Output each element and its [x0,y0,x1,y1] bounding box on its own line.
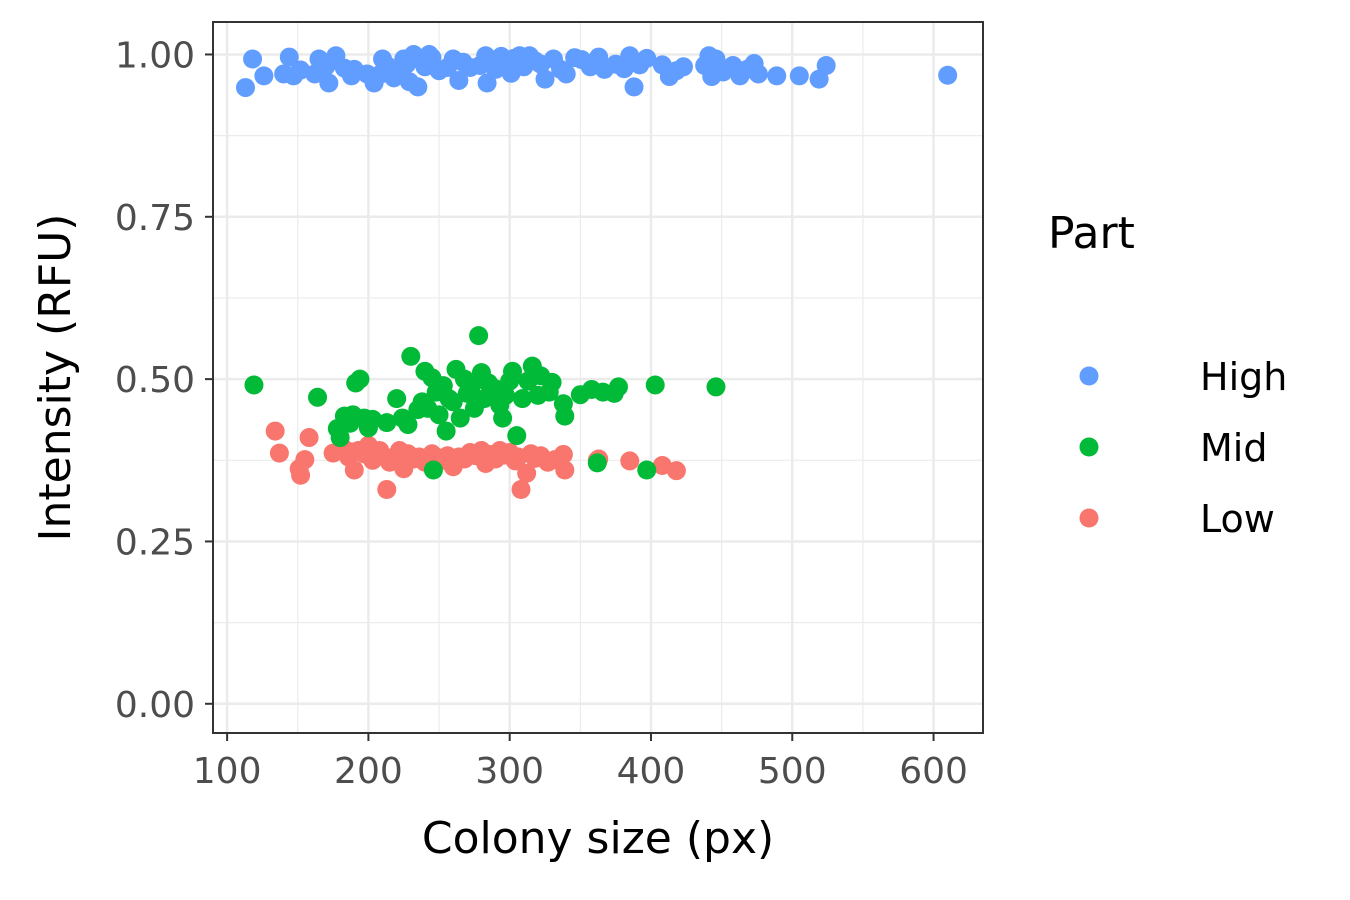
data-point-mid [469,326,489,346]
y-tick-label: 0.50 [115,360,195,401]
data-point-mid [637,460,657,480]
data-point-high [477,73,497,93]
data-point-high [556,64,576,84]
y-axis-ticks: 0.00 0.25 0.50 0.75 1.00 [115,35,213,726]
data-point-mid [450,408,470,428]
x-tick-label: 300 [475,751,544,792]
data-point-low [555,460,575,480]
data-point-high [938,65,958,85]
y-axis-title: Intensity (RFU) [30,214,81,542]
data-point-low [666,461,686,481]
legend-label-low: Low [1200,497,1275,541]
data-point-mid [555,406,575,426]
x-tick-label: 200 [334,751,403,792]
data-point-low [344,460,364,480]
data-point-high [767,66,787,86]
data-point-high [279,47,299,67]
data-point-high [637,48,657,68]
data-point-mid [645,375,665,395]
data-point-mid [330,428,350,448]
legend-label-mid: Mid [1200,426,1267,470]
data-point-high [748,64,768,84]
data-point-low [517,463,537,483]
data-point-low [553,444,573,464]
data-point-low [377,480,397,500]
data-point-mid [587,453,607,473]
data-point-high [535,69,555,89]
data-point-mid [608,377,628,397]
data-point-mid [387,389,407,409]
y-tick-label: 0.00 [115,685,195,726]
legend-key-mid [1079,437,1099,457]
data-point-low [299,428,319,448]
data-point-mid [244,375,264,395]
plot-panel-border [212,21,984,734]
data-point-mid [462,376,482,396]
data-point-mid [507,426,527,446]
data-point-low [291,465,311,485]
y-tick-label: 0.25 [115,522,195,563]
data-point-mid [398,415,418,435]
data-point-mid [423,460,443,480]
data-point-mid [436,421,456,441]
data-point-mid [495,385,515,405]
data-point-mid [443,392,463,412]
data-point-high [816,56,836,76]
data-point-mid [542,372,562,392]
data-point-low [620,451,640,471]
x-tick-label: 500 [758,751,827,792]
x-tick-label: 100 [193,751,262,792]
data-point-low [511,480,531,500]
data-point-high [235,78,255,98]
data-point-high [624,77,644,97]
data-point-low [265,421,285,441]
data-point-low [295,450,315,470]
data-point-high [408,77,428,97]
data-point-high [404,44,424,64]
data-point-low [269,443,289,463]
data-point-mid [401,346,421,366]
x-axis-ticks: 100 200 300 400 500 600 [193,733,968,792]
data-point-high [254,66,274,86]
data-point-high [789,66,809,86]
legend-key-low [1079,508,1099,528]
data-point-high [319,73,339,93]
data-point-mid [503,361,523,381]
data-point-mid [308,387,328,407]
legend-label-high: High [1200,355,1287,399]
x-axis-title: Colony size (px) [422,813,774,864]
data-point-mid [377,413,397,433]
y-tick-label: 1.00 [115,35,195,76]
data-point-mid [512,389,532,409]
data-point-high [243,49,263,69]
y-tick-label: 0.75 [115,198,195,239]
data-point-mid [706,377,726,397]
x-tick-label: 400 [617,751,686,792]
legend: Part High Mid Low [1048,208,1287,541]
legend-key-high [1079,366,1099,386]
data-point-high [673,57,693,77]
data-point-mid [429,405,449,425]
legend-title: Part [1048,208,1135,259]
data-point-high [449,70,469,90]
data-point-mid [493,408,513,428]
data-point-mid [350,369,370,389]
x-tick-label: 600 [899,751,968,792]
data-points [235,44,958,500]
